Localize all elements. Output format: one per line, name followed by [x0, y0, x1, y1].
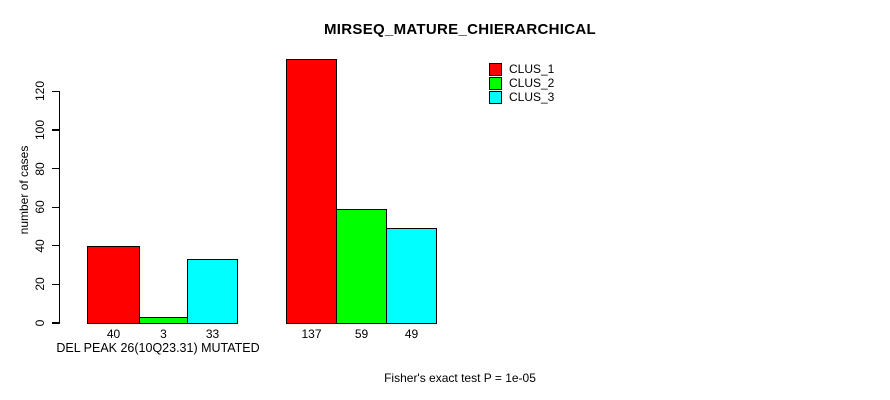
legend-swatch-clus_1: [489, 63, 502, 76]
legend-item: CLUS_3: [489, 91, 554, 104]
y-axis-tick: [52, 245, 59, 247]
bar-clus_1-group2: [286, 58, 337, 324]
legend-swatch-clus_2: [489, 77, 502, 90]
bar-clus_1-group1: [87, 245, 140, 324]
bar-value-label: 137: [301, 327, 322, 341]
y-axis-tick-label: 120: [33, 81, 47, 102]
y-axis-tick-label: 80: [33, 161, 47, 176]
legend-label: CLUS_3: [509, 90, 555, 104]
y-axis-tick: [52, 90, 59, 92]
bar-clus_2-group1: [139, 317, 188, 324]
y-axis-line: [59, 91, 61, 324]
y-axis-tick: [52, 283, 59, 285]
bar-value-label: 33: [205, 327, 220, 341]
bar-value-label: 3: [160, 327, 167, 341]
x-axis-label: DEL PEAK 26(10Q23.31) MUTATED: [56, 341, 260, 355]
y-axis-tick-label: 40: [33, 239, 47, 253]
bar-clus_3-group1: [187, 259, 238, 324]
legend-item: CLUS_1: [489, 63, 554, 76]
y-axis-tick: [52, 322, 59, 324]
y-axis-tick-label: 20: [33, 277, 47, 292]
bar-value-label: 40: [106, 327, 121, 341]
legend-item: CLUS_2: [489, 77, 554, 90]
legend-swatch-clus_3: [489, 91, 502, 104]
legend: CLUS_1 CLUS_2 CLUS_3: [489, 63, 554, 104]
chart-title: MIRSEQ_MATURE_CHIERARCHICAL: [324, 21, 596, 38]
bar-value-label: 49: [404, 327, 419, 341]
bar-clus_2-group2: [336, 209, 387, 324]
y-axis-tick-label: 100: [33, 119, 47, 141]
y-axis-tick: [52, 168, 59, 170]
y-axis-tick-label: 0: [33, 319, 47, 327]
legend-label: CLUS_2: [509, 76, 555, 90]
bar-clus_3-group2: [386, 228, 437, 324]
y-axis-tick: [52, 129, 59, 131]
y-axis-tick: [52, 206, 59, 208]
y-axis-tick-label: 60: [33, 200, 47, 214]
legend-label: CLUS_1: [509, 62, 555, 76]
bar-value-label: 59: [354, 327, 369, 341]
annotation-text: Fisher's exact test P = 1e-05: [384, 371, 536, 385]
